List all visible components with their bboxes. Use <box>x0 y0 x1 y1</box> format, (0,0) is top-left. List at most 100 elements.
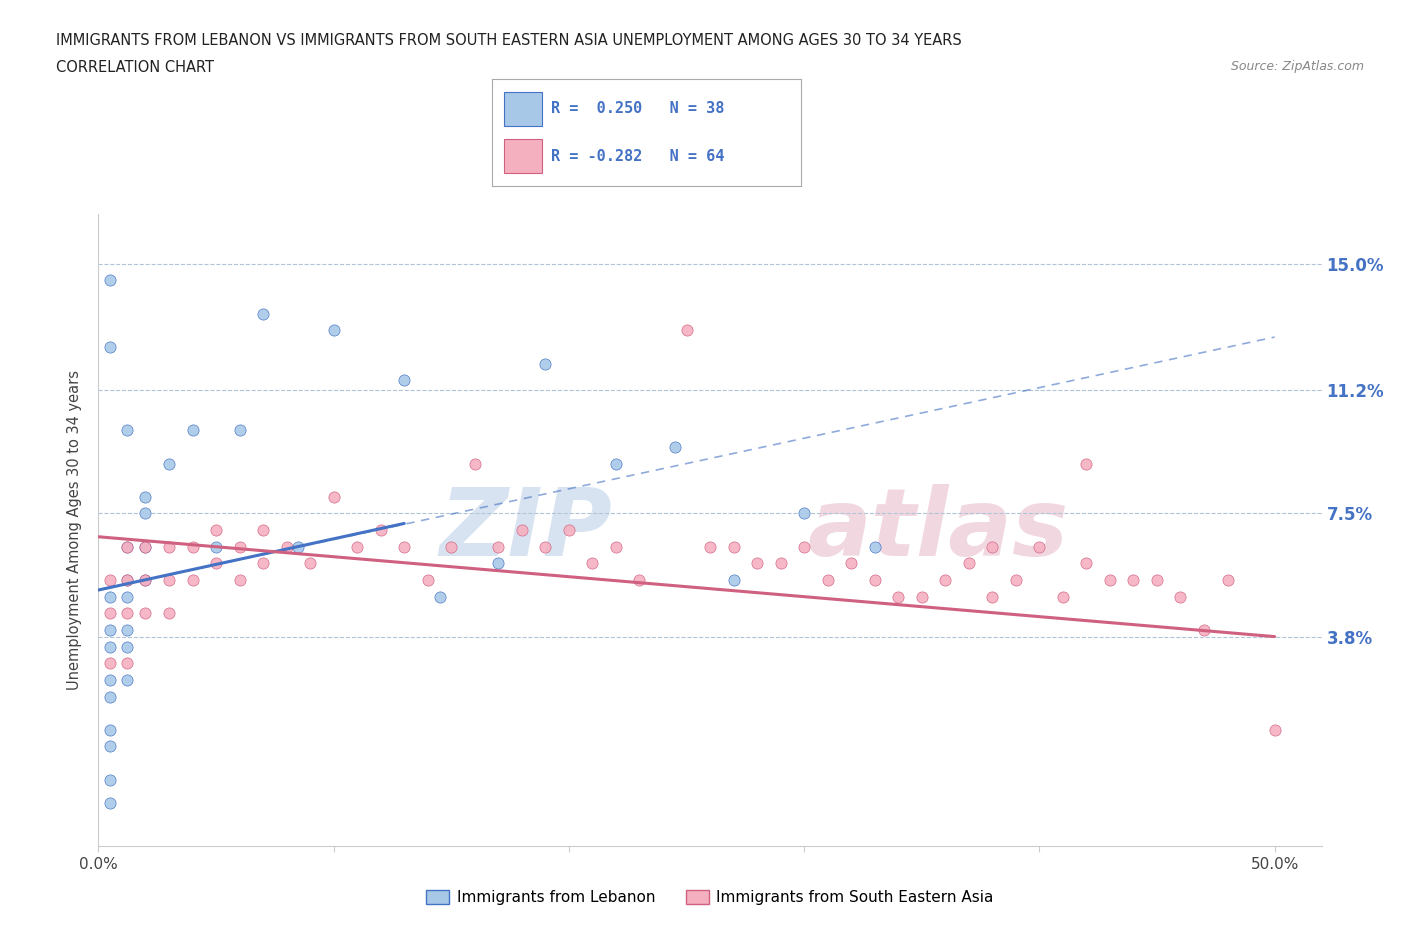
Point <box>322 489 344 504</box>
Point <box>1052 590 1074 604</box>
Point <box>98 273 121 288</box>
Point <box>134 605 156 620</box>
Point <box>887 590 910 604</box>
Point <box>205 523 228 538</box>
Point <box>134 506 156 521</box>
Point <box>817 573 839 588</box>
Point <box>228 539 250 554</box>
Point <box>863 539 886 554</box>
Point <box>276 539 298 554</box>
Point <box>134 539 156 554</box>
Point <box>1264 723 1286 737</box>
Point <box>115 573 138 588</box>
Point <box>157 605 180 620</box>
Point <box>1004 573 1026 588</box>
Point <box>370 523 392 538</box>
Point <box>429 590 451 604</box>
Point <box>115 605 138 620</box>
Point <box>115 672 138 687</box>
Point <box>581 556 603 571</box>
Point <box>98 723 121 737</box>
Text: IMMIGRANTS FROM LEBANON VS IMMIGRANTS FROM SOUTH EASTERN ASIA UNEMPLOYMENT AMONG: IMMIGRANTS FROM LEBANON VS IMMIGRANTS FR… <box>56 33 962 47</box>
Point <box>98 339 121 354</box>
Point <box>723 539 745 554</box>
Point <box>1122 573 1144 588</box>
Point <box>981 539 1004 554</box>
Point <box>98 622 121 637</box>
Point <box>181 573 204 588</box>
Point <box>416 573 439 588</box>
Point <box>98 689 121 704</box>
Point <box>252 523 274 538</box>
Point <box>181 539 204 554</box>
Point <box>1192 622 1215 637</box>
Point <box>134 573 156 588</box>
Point <box>287 539 309 554</box>
Point <box>534 539 557 554</box>
Point <box>134 573 156 588</box>
Y-axis label: Unemployment Among Ages 30 to 34 years: Unemployment Among Ages 30 to 34 years <box>67 370 83 690</box>
Text: CORRELATION CHART: CORRELATION CHART <box>56 60 214 75</box>
Point <box>839 556 862 571</box>
Point <box>628 573 651 588</box>
Point <box>605 456 627 471</box>
Point <box>558 523 581 538</box>
Point <box>98 656 121 671</box>
Point <box>605 539 627 554</box>
Point <box>228 573 250 588</box>
Point <box>252 556 274 571</box>
Point <box>464 456 486 471</box>
Point <box>157 456 180 471</box>
Point <box>252 306 274 321</box>
Point <box>769 556 792 571</box>
Point <box>115 573 138 588</box>
Point <box>745 556 768 571</box>
Point <box>346 539 368 554</box>
Point <box>534 356 557 371</box>
Point <box>322 323 344 338</box>
Point <box>793 539 815 554</box>
Point <box>699 539 721 554</box>
Point <box>98 795 121 810</box>
Point <box>134 539 156 554</box>
Point <box>1098 573 1121 588</box>
Point <box>440 539 463 554</box>
Point <box>205 539 228 554</box>
Point <box>157 539 180 554</box>
Point <box>181 423 204 438</box>
Point <box>98 639 121 654</box>
Point <box>98 739 121 754</box>
Text: R = -0.282   N = 64: R = -0.282 N = 64 <box>551 149 724 164</box>
Point <box>911 590 934 604</box>
Point <box>486 539 509 554</box>
Point <box>115 590 138 604</box>
Point <box>1076 456 1098 471</box>
Point <box>98 573 121 588</box>
Point <box>98 605 121 620</box>
Point <box>934 573 956 588</box>
Point <box>115 539 138 554</box>
Point <box>115 622 138 637</box>
Point <box>1076 556 1098 571</box>
Point <box>723 573 745 588</box>
Text: atlas: atlas <box>808 485 1069 576</box>
Point <box>664 440 686 455</box>
Point <box>115 656 138 671</box>
Point <box>228 423 250 438</box>
Point <box>115 639 138 654</box>
Point <box>98 590 121 604</box>
Text: ZIP: ZIP <box>439 485 612 576</box>
Point <box>205 556 228 571</box>
Point <box>1146 573 1168 588</box>
Text: Source: ZipAtlas.com: Source: ZipAtlas.com <box>1230 60 1364 73</box>
Point <box>675 323 697 338</box>
Point <box>98 772 121 787</box>
Point <box>115 423 138 438</box>
Point <box>299 556 322 571</box>
Point <box>863 573 886 588</box>
Point <box>1028 539 1050 554</box>
Point <box>510 523 533 538</box>
Text: R =  0.250   N = 38: R = 0.250 N = 38 <box>551 101 724 116</box>
Point <box>793 506 815 521</box>
Point <box>392 539 416 554</box>
